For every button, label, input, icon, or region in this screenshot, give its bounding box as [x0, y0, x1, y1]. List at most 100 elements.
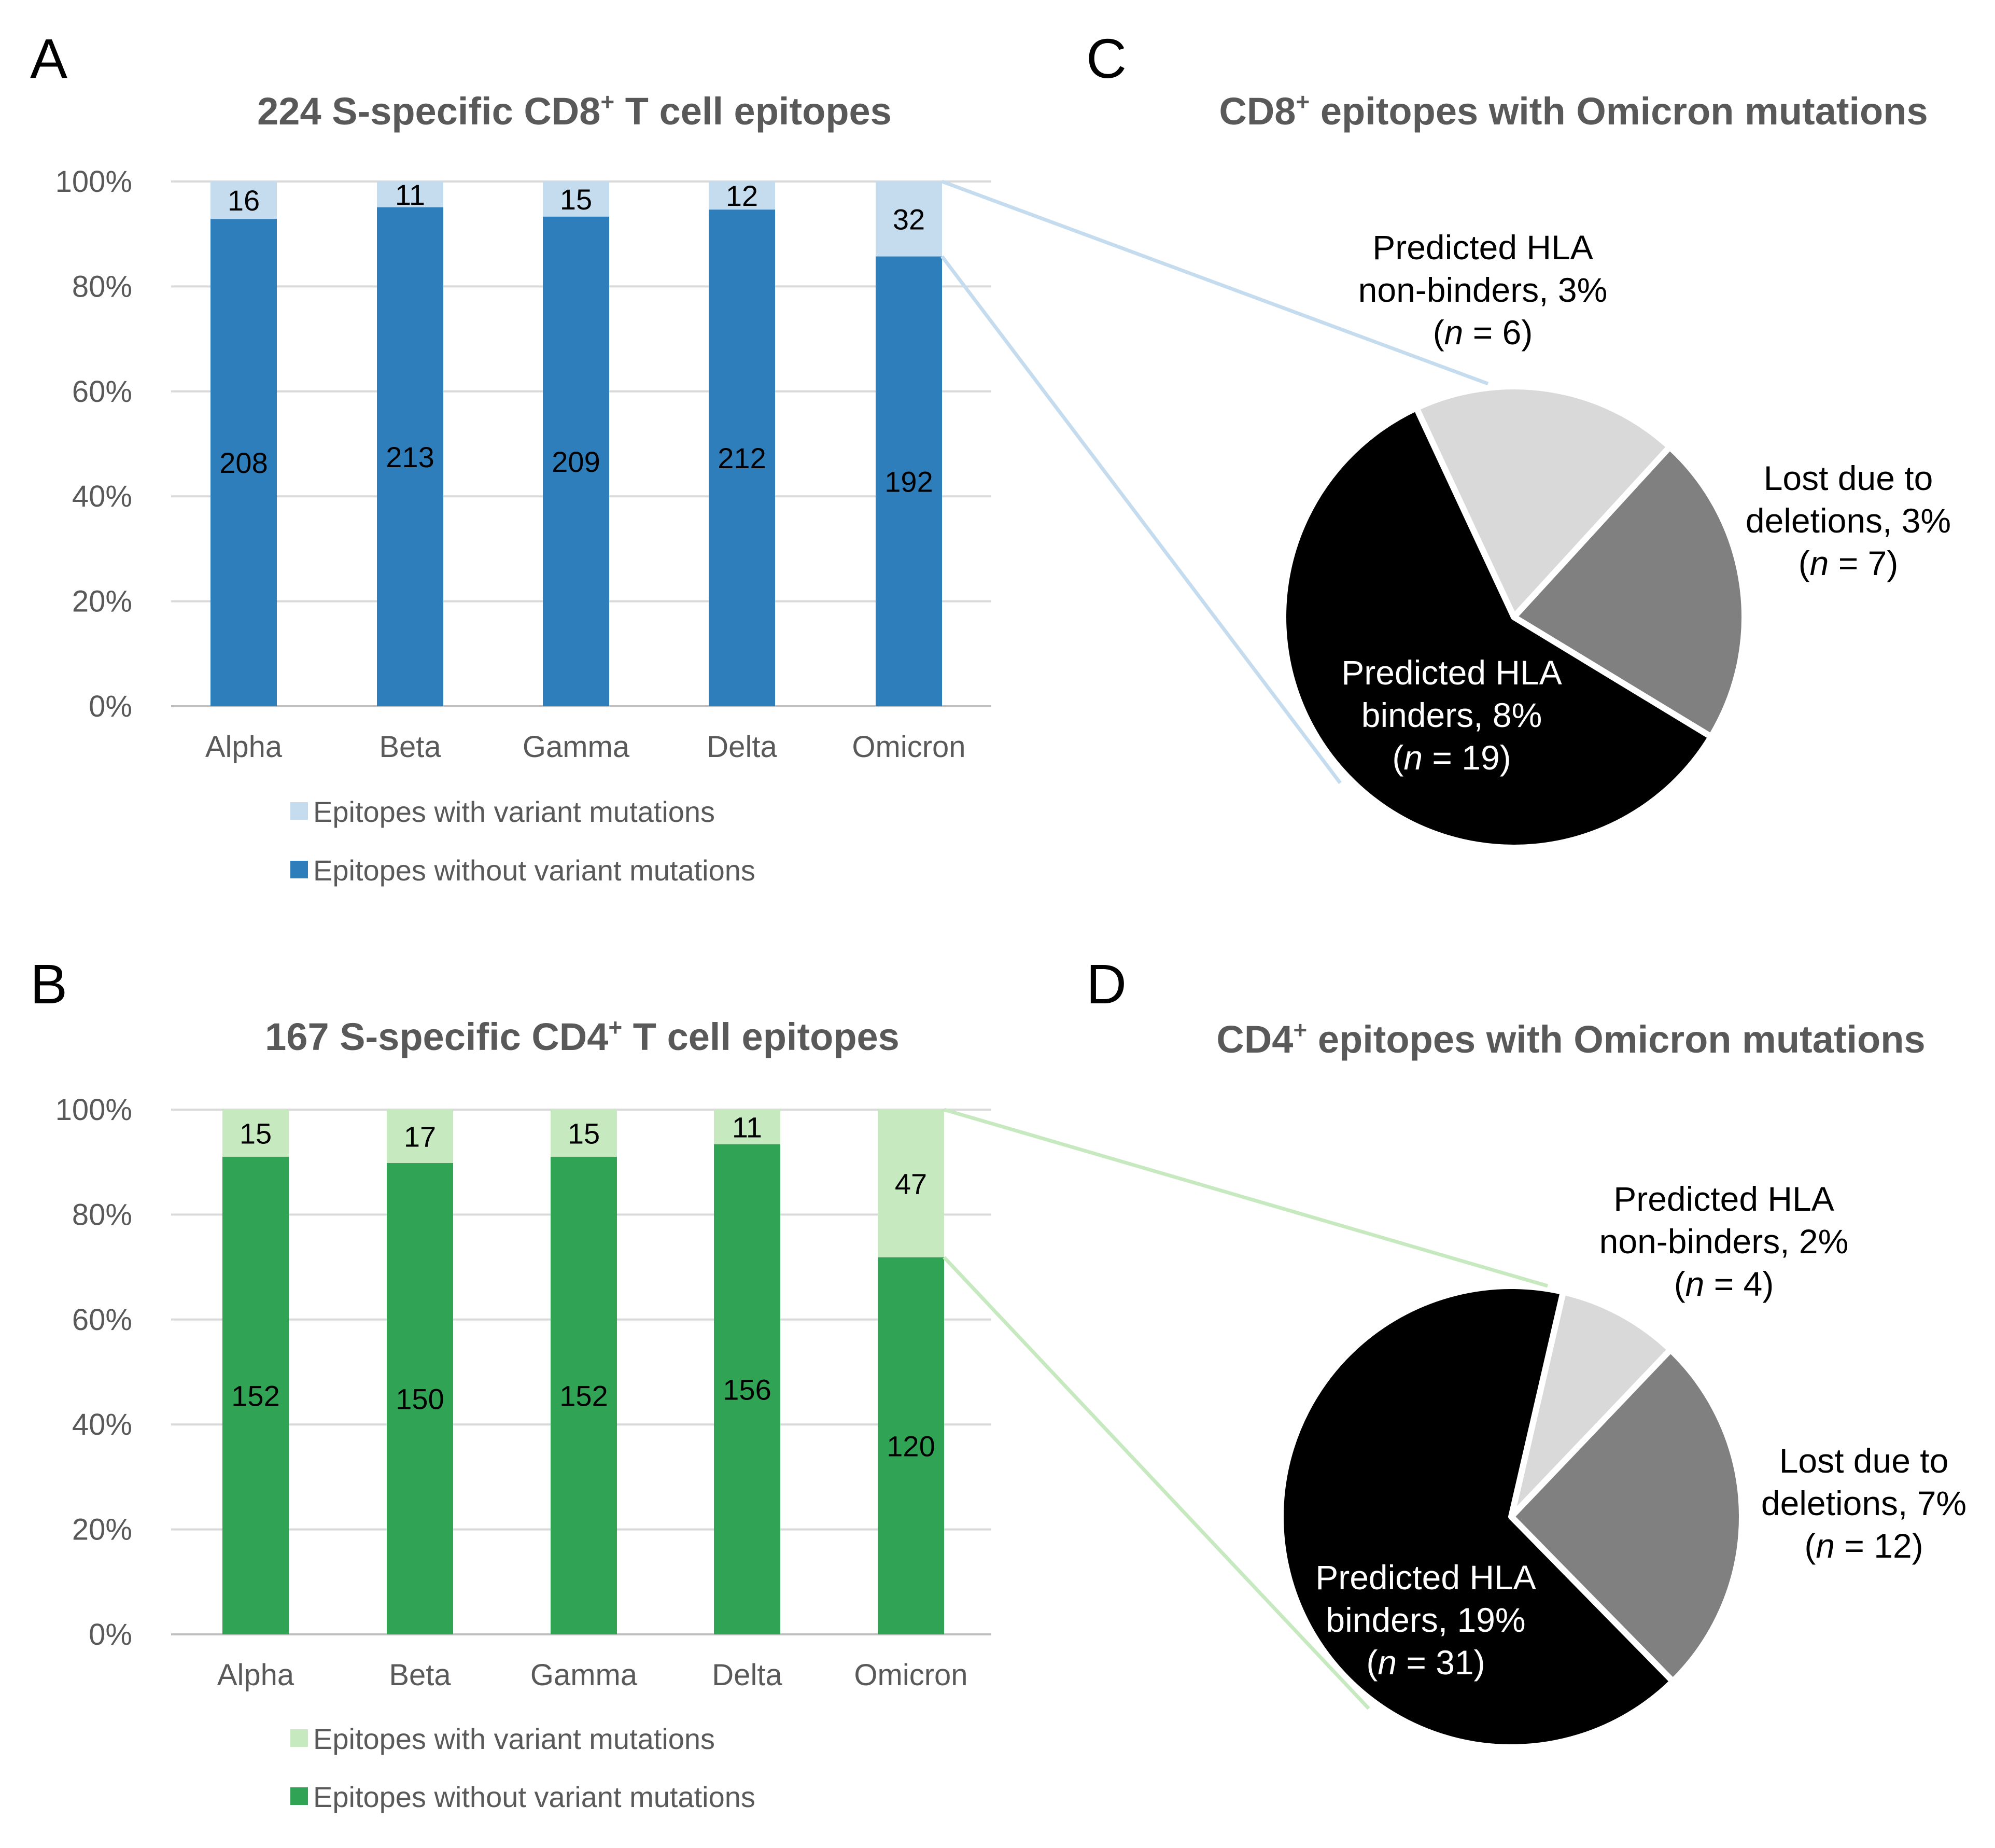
connector-line — [943, 1256, 1370, 1710]
chart-title-b: 167 S-specific CD4+ T cell epitopes — [265, 1014, 900, 1058]
legend-label: Epitopes with variant mutations — [313, 795, 715, 828]
data-label: 120 — [887, 1430, 935, 1462]
bar-segment-with-mutations — [210, 181, 277, 219]
slice-label: deletions, 3% — [1746, 501, 1951, 540]
data-label: 156 — [723, 1373, 771, 1406]
slice-label: (n = 7) — [1799, 544, 1899, 582]
pie-slice — [1511, 443, 1748, 740]
pie-slice — [1280, 404, 1715, 851]
data-label: 152 — [231, 1379, 279, 1412]
legend-label: Epitopes without variant mutations — [313, 1781, 755, 1813]
x-tick-label: Gamma — [523, 730, 630, 764]
slice-label: (n = 6) — [1433, 313, 1533, 352]
y-tick-label: 40% — [72, 480, 132, 513]
legend-swatch — [290, 861, 308, 878]
chart-title-c: CD8+ epitopes with Omicron mutations — [1219, 88, 1928, 133]
slice-label: (n = 4) — [1674, 1265, 1774, 1303]
connector-b-d — [943, 1108, 1548, 1710]
data-label: 32 — [893, 203, 925, 235]
legend-label: Epitopes without variant mutations — [313, 854, 755, 887]
bar-chart-a: 224 S-specific CD8+ T cell epitopes 0% 20%… — [55, 88, 991, 887]
bar-segment-without-mutations — [377, 207, 443, 707]
bar-segment-without-mutations — [551, 1156, 617, 1634]
x-tick-label: Delta — [707, 730, 777, 764]
pie-slice — [1413, 383, 1673, 620]
x-tick-label: Delta — [712, 1658, 782, 1692]
panel-letter-c: C — [1086, 27, 1127, 90]
y-tick-label: 100% — [55, 165, 132, 199]
data-label: 150 — [396, 1383, 444, 1416]
y-tick-label: 80% — [72, 1198, 132, 1231]
data-label: 15 — [568, 1117, 600, 1150]
slice-label: non-binders, 3% — [1358, 271, 1608, 309]
slice-label: Lost due to — [1779, 1441, 1949, 1480]
y-tick-label: 60% — [72, 1303, 132, 1337]
bar-segment-without-mutations — [714, 1144, 780, 1634]
chart-title-a: 224 S-specific CD8+ T cell epitopes — [257, 88, 892, 133]
connector-line — [944, 1108, 1548, 1288]
bar-segment-without-mutations — [222, 1156, 289, 1634]
data-label: 47 — [895, 1167, 927, 1200]
x-tick-label: Beta — [389, 1658, 451, 1692]
legend-swatch — [290, 1787, 308, 1805]
y-tick-label: 20% — [72, 1513, 132, 1547]
y-tick-label: 0% — [89, 1618, 132, 1651]
bar-segment-without-mutations — [543, 216, 609, 707]
slice-label: (n = 31) — [1366, 1643, 1485, 1682]
bar-segment-without-mutations — [878, 1257, 944, 1634]
x-tick-label: Alpha — [217, 1658, 294, 1692]
data-label: 192 — [884, 465, 933, 498]
data-label: 209 — [552, 445, 600, 478]
data-label: 12 — [726, 179, 758, 212]
x-tick-label: Omicron — [852, 730, 965, 764]
y-tick-label: 100% — [55, 1093, 132, 1127]
data-label: 212 — [718, 442, 766, 474]
data-label: 208 — [219, 446, 268, 479]
y-tick-label: 40% — [72, 1408, 132, 1441]
bar-segment-without-mutations — [210, 219, 277, 706]
slice-label: Predicted HLA — [1315, 1558, 1536, 1597]
slice-label: non-binders, 2% — [1599, 1222, 1849, 1261]
bar-segment-without-mutations — [387, 1163, 453, 1634]
slice-label: Predicted HLA — [1613, 1180, 1834, 1218]
pie-chart-d: CD4+ epitopes with Omicron mutations Pred… — [1216, 1016, 1966, 1751]
bar-chart-b: 167 S-specific CD4+ T cell epitopes 0% 20%… — [55, 1014, 991, 1813]
slice-label: deletions, 7% — [1761, 1484, 1966, 1522]
data-label: 15 — [560, 183, 592, 216]
slice-label: (n = 12) — [1804, 1527, 1923, 1565]
connector-line — [940, 255, 1342, 785]
connector-a-c — [940, 179, 1489, 785]
bar-segment-with-mutations — [876, 181, 942, 257]
bar-segment-with-mutations — [387, 1110, 453, 1164]
data-label: 17 — [404, 1121, 436, 1153]
bar-segment-with-mutations — [878, 1110, 944, 1257]
slice-label: binders, 19% — [1326, 1601, 1525, 1639]
x-tick-label: Alpha — [205, 730, 283, 764]
y-tick-label: 60% — [72, 375, 132, 409]
x-tick-label: Beta — [379, 730, 441, 764]
data-label: 11 — [395, 178, 425, 211]
data-label: 15 — [240, 1117, 272, 1150]
legend-swatch — [290, 1729, 308, 1747]
data-label: 152 — [559, 1379, 608, 1412]
pie-slice — [1277, 1283, 1676, 1751]
legend-label: Epitopes with variant mutations — [313, 1723, 715, 1755]
y-tick-label: 20% — [72, 585, 132, 619]
bar-segment-with-mutations — [709, 181, 775, 210]
bar-segment-without-mutations — [876, 256, 942, 707]
data-label: 16 — [228, 184, 260, 217]
bar-segment-with-mutations — [377, 181, 443, 207]
y-tick-label: 80% — [72, 270, 132, 303]
x-tick-label: Gamma — [530, 1658, 638, 1692]
panel-letter-b: B — [30, 953, 67, 1015]
slice-label: Predicted HLA — [1341, 653, 1562, 692]
panel-letter-a: A — [30, 27, 67, 90]
slice-label: Predicted HLA — [1372, 228, 1593, 267]
bar-segment-with-mutations — [543, 181, 609, 217]
bar-segment-with-mutations — [551, 1110, 617, 1157]
data-label: 11 — [732, 1111, 762, 1143]
slice-label: (n = 19) — [1392, 738, 1511, 777]
pie-slice — [1508, 1346, 1745, 1685]
slice-label: binders, 8% — [1361, 696, 1542, 734]
